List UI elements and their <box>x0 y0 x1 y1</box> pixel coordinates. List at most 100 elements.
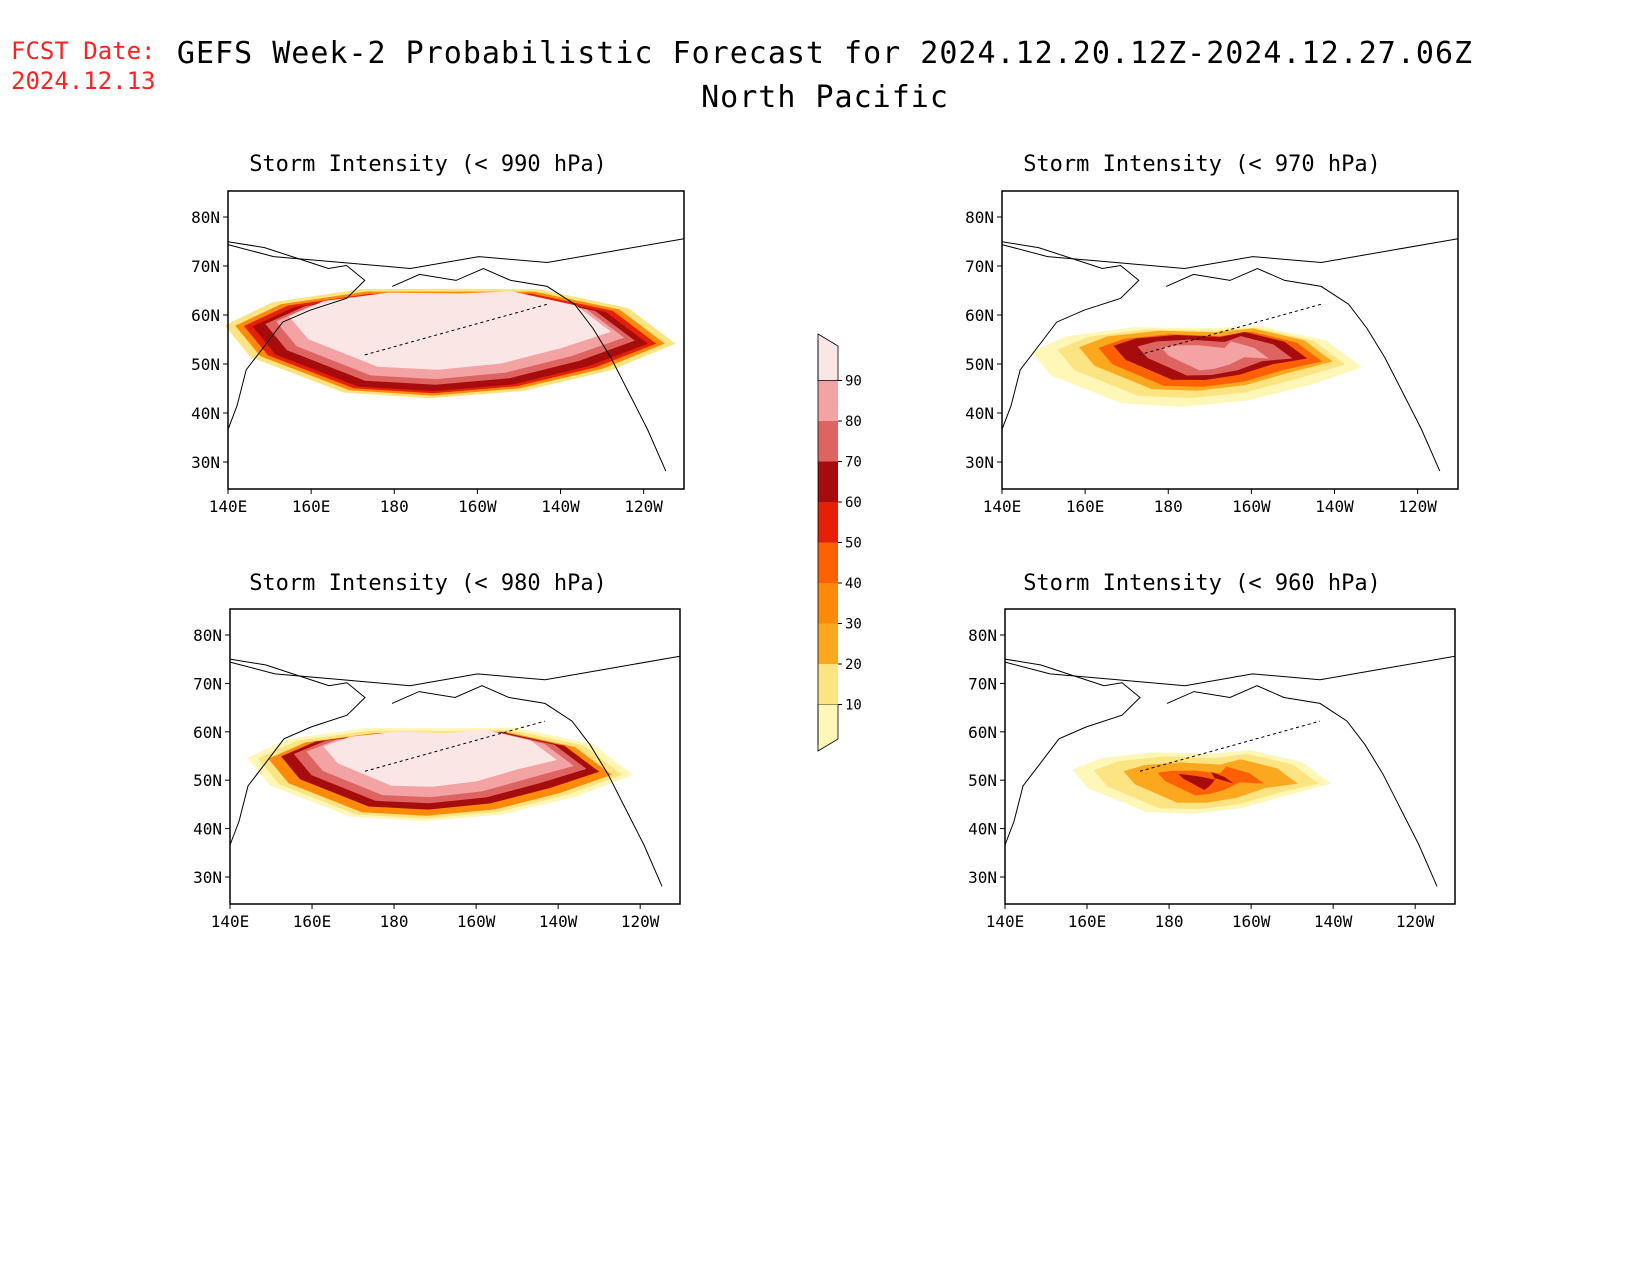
prob-contour-90 <box>1161 341 1269 371</box>
lat-tick-label: 80N <box>193 626 222 645</box>
lon-tick-label: 120W <box>624 497 663 516</box>
lon-tick-label: 140W <box>1315 497 1354 516</box>
lon-tick-label: 140E <box>209 497 248 516</box>
colorbar-label: 20 <box>845 657 862 673</box>
lat-tick-label: 80N <box>191 208 220 227</box>
lat-tick-label: 70N <box>193 674 222 693</box>
map-panel-p960: 80N 70N 60N 50N 40N 30N 140E 160E 180 160W 140W 120… <box>968 608 1456 931</box>
lon-tick-label: 180 <box>1155 912 1184 931</box>
lon-tick-label: 160W <box>457 912 496 931</box>
colorbar-label: 30 <box>845 617 862 633</box>
coastline-arctic <box>1004 655 1456 687</box>
colorbar-segment <box>818 502 838 543</box>
lat-tick-label: 30N <box>191 453 220 472</box>
lon-tick-label: 160E <box>292 497 331 516</box>
lat-tick-label: 80N <box>968 626 997 645</box>
coastline-asia <box>1004 658 1141 846</box>
colorbar-segment <box>818 583 838 624</box>
lat-tick-label: 40N <box>193 820 222 839</box>
lat-tick-label: 60N <box>965 306 994 325</box>
lon-tick-label: 160W <box>458 497 497 516</box>
lon-tick-label: 180 <box>380 912 409 931</box>
lon-tick-label: 160E <box>1068 912 1107 931</box>
coastline-arctic <box>229 655 681 687</box>
lat-tick-label: 60N <box>191 306 220 325</box>
lon-tick-label: 140E <box>983 497 1022 516</box>
lon-tick-label: 120W <box>621 912 660 931</box>
colorbar-label: 10 <box>845 698 862 714</box>
coastline-north-america <box>1166 685 1438 887</box>
fcst-date: 2024.12.13 <box>11 67 156 95</box>
lat-tick-label: 30N <box>193 868 222 887</box>
colorbar-segment <box>818 664 838 705</box>
coastline-asia <box>227 241 366 430</box>
lon-tick-label: 160W <box>1232 497 1271 516</box>
coastline-asia <box>1001 241 1140 430</box>
lon-tick-label: 120W <box>1398 497 1437 516</box>
lat-tick-label: 70N <box>191 257 220 276</box>
lon-tick-label: 180 <box>380 497 409 516</box>
coastline-north-america <box>391 685 663 887</box>
lat-tick-label: 50N <box>968 771 997 790</box>
lat-tick-label: 30N <box>968 868 997 887</box>
map-frame <box>1004 608 1456 905</box>
colorbar: 10 20 30 40 50 60 70 80 90 <box>817 333 862 752</box>
colorbar-label: 80 <box>845 414 862 430</box>
lat-tick-label: 60N <box>968 723 997 742</box>
coastline-north-america <box>391 267 667 472</box>
map-frame <box>227 190 685 490</box>
chart-title-block: GEFS Week-2 Probabilistic Forecast for 2… <box>170 32 1480 120</box>
colorbar-segment <box>818 623 838 664</box>
map-frame <box>229 608 681 905</box>
lat-tick-label: 40N <box>965 404 994 423</box>
aleutian-arc <box>1138 303 1322 356</box>
lat-tick-label: 60N <box>193 723 222 742</box>
lon-tick-label: 140E <box>986 912 1025 931</box>
panel-title-960: Storm Intensity (< 960 hPa) <box>1023 571 1381 596</box>
lat-tick-label: 40N <box>968 820 997 839</box>
aleutian-arc <box>364 720 546 772</box>
colorbar-segment <box>818 461 838 502</box>
lat-tick-label: 80N <box>965 208 994 227</box>
aleutian-arc <box>1139 720 1321 772</box>
prob-contour-90 <box>323 729 557 787</box>
lat-tick-label: 50N <box>193 771 222 790</box>
coastline-arctic <box>227 238 685 270</box>
lon-tick-label: 140W <box>541 497 580 516</box>
coastline-asia <box>229 658 366 846</box>
aleutian-arc <box>364 303 548 356</box>
colorbar-label: 50 <box>845 536 862 552</box>
colorbar-label: 70 <box>845 455 862 471</box>
colorbar-cap-top <box>817 333 839 381</box>
lat-tick-label: 50N <box>965 355 994 374</box>
fcst-label: FCST Date: <box>11 37 156 65</box>
map-panel-p990: 80N 70N 60N 50N 40N 30N 140E 160E 180 160W 140W 120… <box>191 190 685 516</box>
lon-tick-label: 140W <box>1314 912 1353 931</box>
colorbar-label: 90 <box>845 374 862 390</box>
lon-tick-label: 160W <box>1232 912 1271 931</box>
prob-contour-70 <box>1178 772 1234 790</box>
map-frame <box>1001 190 1459 490</box>
colorbar-segment <box>818 421 838 462</box>
colorbar-segment <box>818 380 838 421</box>
lon-tick-label: 120W <box>1396 912 1435 931</box>
coastline-arctic <box>1001 238 1459 270</box>
colorbar-cap-bottom <box>817 704 839 752</box>
panel-title-970: Storm Intensity (< 970 hPa) <box>1023 152 1381 177</box>
map-panel-p970: 80N 70N 60N 50N 40N 30N 140E 160E 180 160W 140W 120… <box>965 190 1459 516</box>
chart-title: GEFS Week-2 Probabilistic Forecast for 2… <box>176 36 1474 71</box>
lat-tick-label: 30N <box>965 453 994 472</box>
colorbar-label: 40 <box>845 576 862 592</box>
lat-tick-label: 70N <box>965 257 994 276</box>
lon-tick-label: 180 <box>1154 497 1183 516</box>
chart-subtitle: North Pacific <box>701 80 949 115</box>
colorbar-segment <box>818 542 838 583</box>
lon-tick-label: 160E <box>293 912 332 931</box>
lon-tick-label: 140E <box>211 912 250 931</box>
panel-title-980: Storm Intensity (< 980 hPa) <box>249 571 607 596</box>
prob-contour-90 <box>288 291 612 370</box>
colorbar-label: 60 <box>845 495 862 511</box>
lat-tick-label: 40N <box>191 404 220 423</box>
lon-tick-label: 160E <box>1066 497 1105 516</box>
